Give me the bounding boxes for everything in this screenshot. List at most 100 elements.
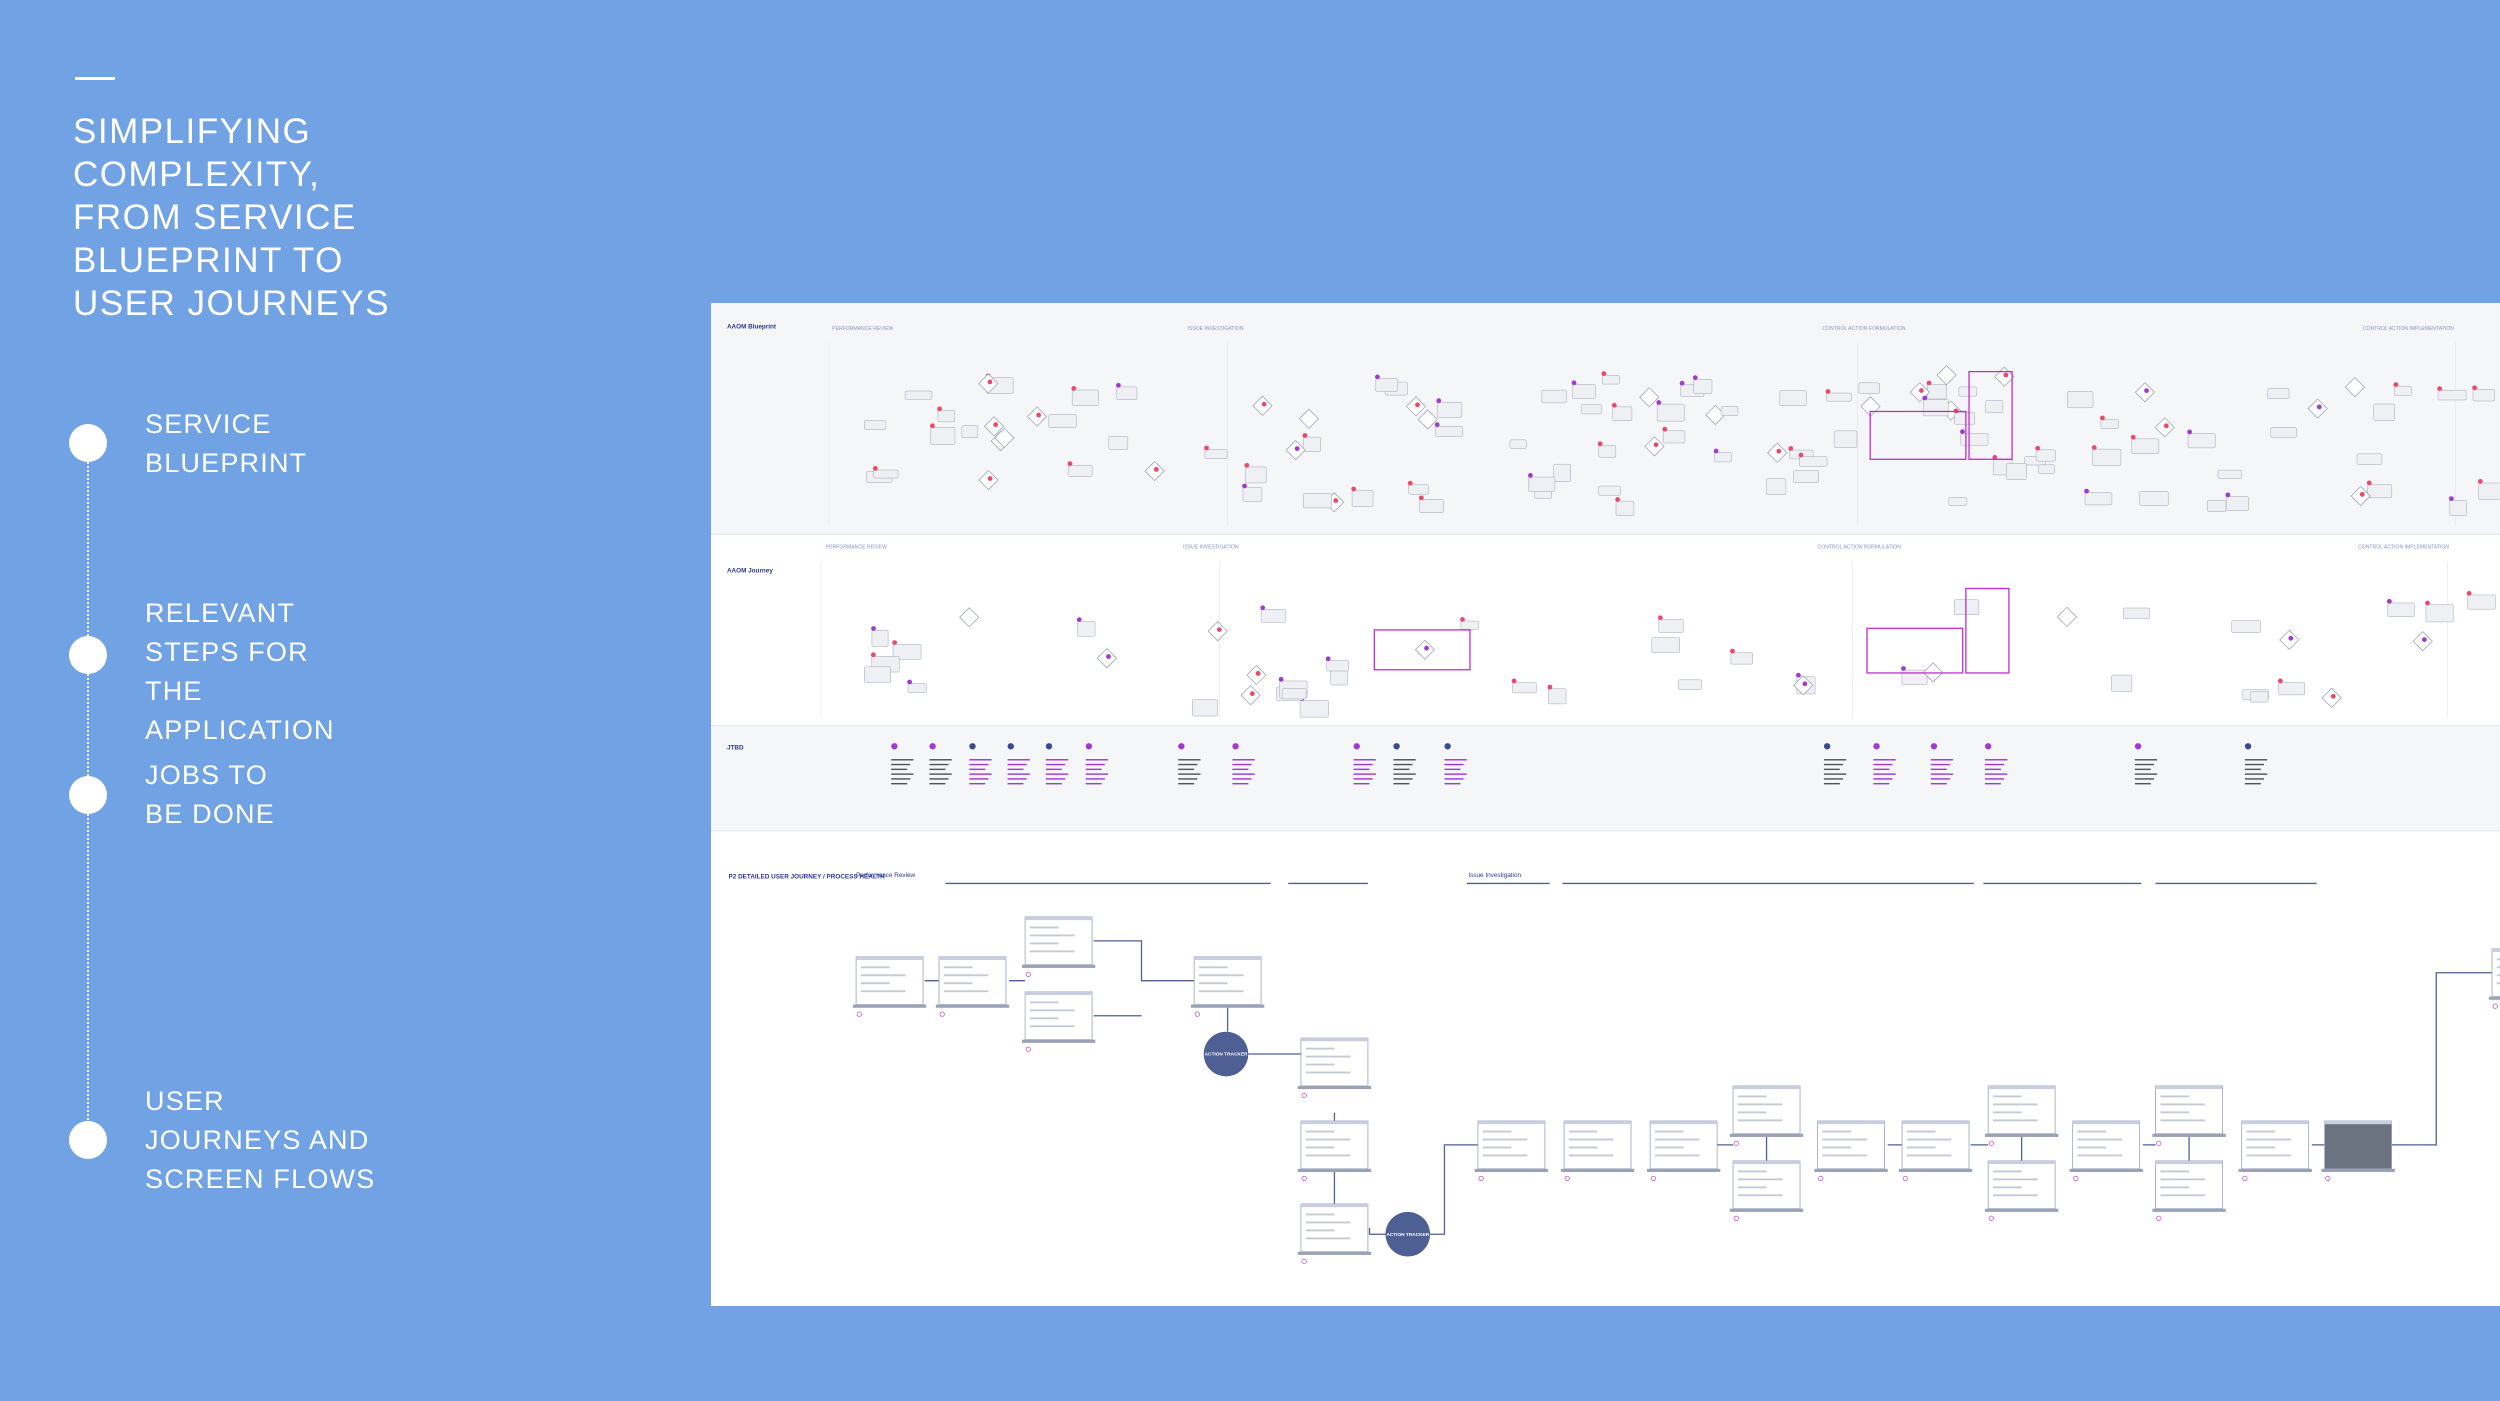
text-line [969, 763, 989, 766]
screen-base [1984, 1133, 2059, 1137]
text-line [2244, 759, 2268, 761]
badge [2035, 445, 2041, 451]
screen-header [1300, 1038, 1368, 1042]
badge [1597, 441, 1603, 447]
badge [1375, 374, 1380, 380]
text-line [1178, 778, 1198, 780]
screen-content [1029, 1009, 1075, 1012]
text-line [1045, 778, 1065, 780]
node [937, 410, 955, 423]
phase: CONTROL ACTION FORMULATION [1822, 326, 1906, 332]
diamond [1298, 408, 1319, 429]
screen [1987, 1160, 2056, 1210]
jtbd-dot [2134, 743, 2142, 750]
screen-badge [1902, 1175, 1908, 1181]
badge [1204, 445, 1209, 451]
screen-content [1992, 1194, 2038, 1197]
node [1922, 399, 1949, 417]
text-line [1178, 759, 1201, 761]
node [1204, 449, 1228, 459]
screen-content [2246, 1130, 2276, 1133]
screen-content [2077, 1138, 2123, 1141]
screen-header [1300, 1203, 1368, 1208]
timeline-dot [69, 424, 107, 462]
node [1954, 412, 1976, 425]
badge [1415, 402, 1420, 408]
badge [1244, 462, 1250, 468]
text-line [1823, 773, 1847, 775]
screen-base [2238, 1168, 2312, 1173]
screen-header [2324, 1121, 2392, 1125]
screen [2155, 1160, 2223, 1210]
text-line [969, 768, 986, 771]
node [1509, 439, 1527, 449]
badge [907, 679, 913, 685]
screen-base [1814, 1168, 1888, 1173]
screen-header [1733, 1160, 1801, 1165]
node [1553, 463, 1572, 482]
screen [1563, 1120, 1632, 1170]
screen-content [1029, 942, 1059, 945]
screen [1901, 1120, 1970, 1170]
diamond [1936, 365, 1957, 386]
badge [2448, 496, 2454, 502]
screen [1193, 956, 1262, 1006]
badge [2330, 693, 2336, 699]
screen-badge [1301, 1258, 1307, 1264]
screen-content [1737, 1119, 1783, 1122]
node [1460, 620, 1479, 630]
step-label: SERVICE BLUEPRINT [145, 409, 308, 478]
node [1793, 470, 1819, 483]
timeline-dot [69, 1121, 107, 1159]
badge [2386, 598, 2392, 604]
phase: CONTROL ACTION FORMULATION [1818, 545, 1902, 551]
text-line [1353, 778, 1373, 780]
text-line [1232, 768, 1249, 771]
screen-content [1737, 1103, 1783, 1106]
section-title: AAOM Blueprint [727, 324, 777, 331]
screen-content [943, 974, 989, 977]
screen-base [852, 1004, 927, 1008]
node [2226, 496, 2249, 511]
text-line [1085, 782, 1102, 785]
phase: PERFORMANCE REVIEW [826, 545, 887, 551]
node [892, 643, 922, 660]
screen-content [2496, 966, 2500, 969]
screen-content [943, 966, 973, 969]
screen-content [2496, 974, 2500, 977]
node [1714, 452, 1732, 463]
tracker-label: ACTION TRACKER [1386, 1232, 1429, 1238]
screen-badge [1733, 1215, 1739, 1221]
screen-content [1822, 1138, 1867, 1141]
screen [1024, 916, 1093, 966]
node [1512, 682, 1537, 694]
screen-content [1305, 1221, 1351, 1224]
text-line [1178, 782, 1195, 785]
screen-badge [2156, 1140, 2162, 1146]
badge [1611, 402, 1617, 408]
text-line [891, 778, 911, 780]
screen-content [1029, 1017, 1059, 1020]
text-line [1178, 773, 1201, 775]
screen-header [856, 956, 924, 960]
text-line [1232, 778, 1252, 780]
jtbd-dot [1353, 743, 1360, 750]
screen-content [2160, 1186, 2190, 1189]
text-line [1984, 778, 2005, 780]
badge [1788, 446, 1794, 451]
text-line [1085, 768, 1102, 771]
dash [75, 77, 115, 80]
text-line [1444, 782, 1461, 785]
node [2187, 433, 2216, 449]
node [1662, 430, 1686, 444]
badge [1216, 627, 1222, 632]
step-label: JOBS TO BE DONE [145, 760, 275, 829]
jtbd-dot [1178, 743, 1185, 750]
screen-badge [1301, 1092, 1307, 1099]
node [1598, 445, 1617, 458]
screen-base [1729, 1208, 1804, 1212]
screen-content [1992, 1178, 2038, 1181]
screen-header [1300, 1121, 1368, 1125]
text-line [2244, 773, 2268, 775]
node [2478, 482, 2500, 500]
